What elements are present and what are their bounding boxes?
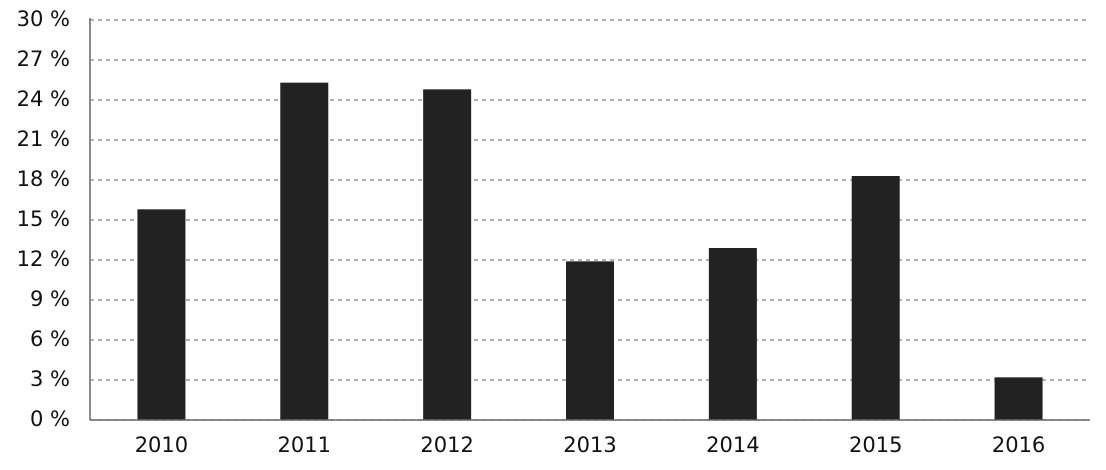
x-tick-label: 2012 bbox=[420, 433, 473, 457]
y-tick-label: 0 % bbox=[30, 407, 70, 431]
y-tick-label: 9 % bbox=[30, 287, 70, 311]
y-tick-label: 3 % bbox=[30, 367, 70, 391]
x-tick-label: 2014 bbox=[706, 433, 759, 457]
y-tick-label: 24 % bbox=[17, 87, 70, 111]
bar bbox=[851, 176, 900, 420]
x-tick-label: 2016 bbox=[992, 433, 1045, 457]
y-tick-label: 12 % bbox=[17, 247, 70, 271]
bar bbox=[423, 89, 472, 420]
bar bbox=[708, 248, 757, 420]
bar bbox=[994, 377, 1043, 420]
bar bbox=[137, 209, 186, 420]
x-tick-label: 2010 bbox=[135, 433, 188, 457]
bar bbox=[280, 82, 329, 421]
x-tick-label: 2011 bbox=[278, 433, 331, 457]
x-tick-label: 2015 bbox=[849, 433, 902, 457]
y-tick-label: 21 % bbox=[17, 127, 70, 151]
bars bbox=[137, 82, 1043, 421]
x-tick-label: 2013 bbox=[563, 433, 616, 457]
y-tick-label: 30 % bbox=[17, 7, 70, 31]
y-tick-label: 27 % bbox=[17, 47, 70, 71]
bar bbox=[566, 261, 614, 420]
y-tick-label: 6 % bbox=[30, 327, 70, 351]
y-tick-label: 15 % bbox=[17, 207, 70, 231]
y-tick-label: 18 % bbox=[17, 167, 70, 191]
